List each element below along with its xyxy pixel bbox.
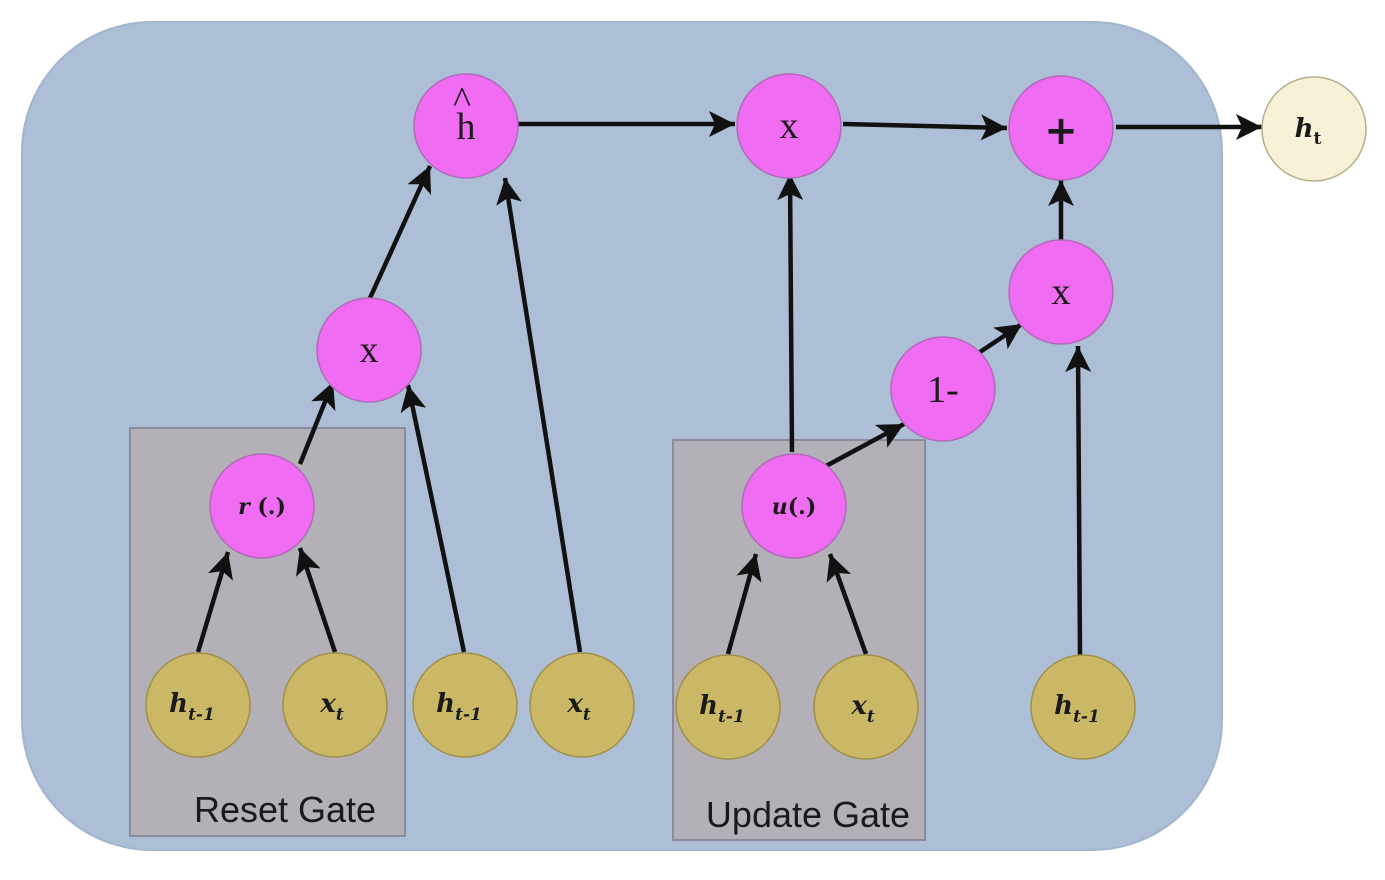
input-node-ht1-d: ht-1	[1030, 654, 1136, 760]
svg-text:ht-1: ht-1	[436, 689, 482, 725]
output-base: h	[1295, 114, 1314, 144]
input-base: h	[1054, 691, 1073, 721]
update-gate-label: Update Gate	[706, 794, 910, 835]
svg-text:u(.): u(.)	[772, 494, 816, 520]
input-base: x	[566, 689, 583, 719]
r-fn-name: r	[238, 494, 251, 520]
edge-ht1d-to-mult-right	[1065, 345, 1092, 657]
input-node-xt-a: xt	[282, 652, 388, 758]
svg-text:xt: xt	[319, 689, 344, 725]
svg-text:ht: ht	[1295, 114, 1322, 149]
input-sub: t-1	[718, 707, 745, 727]
input-node-ht1-a: ht-1	[145, 652, 251, 758]
mult-left-node: x	[316, 297, 422, 403]
input-node-xt-b: xt	[529, 652, 635, 758]
input-base: x	[319, 689, 336, 719]
svg-text:ht-1: ht-1	[169, 689, 215, 725]
edge-xt3-to-u	[826, 553, 869, 655]
edge-ht1a-to-r	[195, 551, 233, 653]
input-node-ht1-c: ht-1	[675, 654, 781, 760]
input-sub: t	[336, 705, 344, 725]
h-hat-accent: ^	[453, 80, 471, 122]
plus-node: +	[1008, 75, 1114, 181]
svg-text:xt: xt	[850, 691, 875, 727]
edge-u-to-one-minus	[824, 422, 906, 468]
edge-mult-left-to-h-hat	[367, 165, 433, 299]
mult-right-label: x	[1052, 271, 1071, 313]
input-node-xt-c: xt	[813, 654, 919, 760]
u-fn-args: (.)	[788, 494, 816, 520]
plus-label: +	[1044, 108, 1078, 154]
input-base: x	[850, 691, 867, 721]
svg-text:ht-1: ht-1	[699, 691, 745, 727]
one-minus-label: 1-	[927, 369, 959, 411]
input-base: h	[699, 691, 718, 721]
edges	[195, 111, 1262, 657]
input-sub: t-1	[188, 705, 215, 725]
mult-top-label: x	[780, 105, 799, 147]
mult-left-label: x	[360, 329, 379, 371]
u-function-node: u(.)	[741, 453, 847, 559]
h-hat-node: h ^	[413, 73, 519, 179]
edge-one-minus-to-mult-right	[978, 322, 1024, 354]
edge-ht1c-to-u	[725, 553, 762, 655]
output-sub: t	[1314, 129, 1322, 149]
output-node: ht	[1261, 76, 1367, 182]
r-function-node: r (.)	[209, 453, 315, 559]
svg-text:r (.): r (.)	[238, 494, 286, 520]
input-sub: t-1	[1073, 707, 1100, 727]
mult-right-node: x	[1008, 239, 1114, 345]
edge-r-to-mult-left	[297, 381, 336, 465]
svg-text:xt: xt	[566, 689, 591, 725]
input-sub: t	[583, 705, 591, 725]
edge-mult-top-to-plus	[842, 114, 1008, 141]
input-sub: t	[867, 707, 875, 727]
edge-u-to-mult-top	[777, 173, 804, 453]
mult-top-node: x	[736, 73, 842, 179]
svg-text:ht-1: ht-1	[1054, 691, 1100, 727]
reset-gate-label: Reset Gate	[194, 789, 376, 830]
edge-ht1b-to-mult-left	[400, 384, 467, 653]
one-minus-node: 1-	[890, 336, 996, 442]
edge-xt2-to-h-hat	[496, 177, 583, 653]
h-hat-base: h	[457, 106, 476, 148]
input-sub: t-1	[455, 705, 482, 725]
input-base: h	[436, 689, 455, 719]
input-base: h	[169, 689, 188, 719]
edge-xt1-to-r	[295, 547, 338, 653]
u-fn-name: u	[772, 494, 788, 520]
r-fn-args: (.)	[250, 494, 286, 520]
input-node-ht1-b: ht-1	[412, 652, 518, 758]
